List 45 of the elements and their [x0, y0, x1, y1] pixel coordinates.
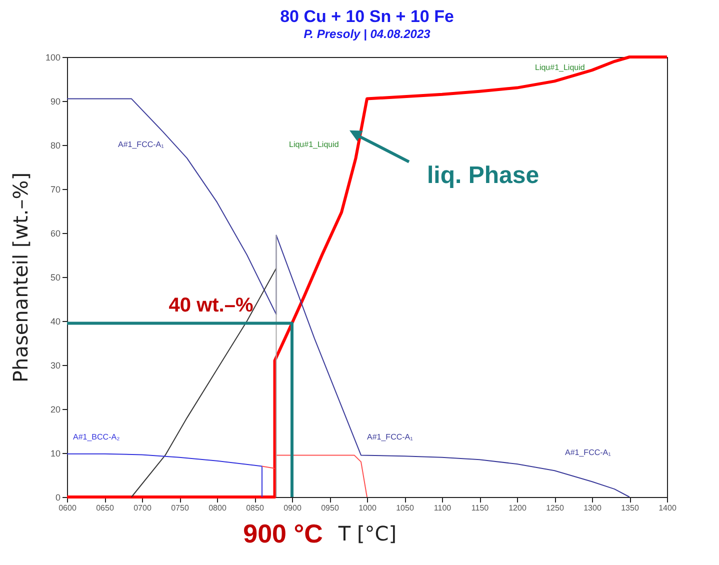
x-tick-label: 1000	[358, 504, 377, 512]
line-series	[131, 268, 277, 498]
x-tick-label: 0700	[134, 504, 152, 512]
x-tick-label: 1400	[658, 504, 677, 512]
y-tick-label: 30	[50, 360, 60, 370]
annotation: liq. Phase	[427, 162, 540, 189]
annotation: Liqu#1_Liquid	[289, 140, 339, 149]
chart-title: 80 Cu + 10 Sn + 10 Fe	[280, 7, 454, 26]
x-tick-label: 1300	[584, 504, 602, 512]
x-tick-label: 0900	[284, 504, 302, 512]
annotation: A#1_BCC-A₂	[73, 432, 120, 442]
y-tick-label: 70	[50, 184, 60, 194]
x-axis-title: T [°C]	[337, 522, 397, 546]
line-series	[66, 98, 630, 498]
x-tick-label: 1100	[434, 504, 452, 512]
x-tick-label: 0650	[96, 504, 114, 512]
y-tick-label: 10	[50, 448, 60, 458]
x-tick-label: 0850	[246, 504, 264, 512]
y-tick-label: 20	[50, 404, 60, 414]
annotation: A#1_FCC-A₁	[367, 432, 414, 442]
annotation: A#1_FCC-A₁	[118, 140, 164, 149]
y-tick-label: 60	[50, 228, 60, 238]
y-tick-label: 0	[55, 492, 60, 502]
line-series	[66, 453, 262, 498]
x-tick-label: 1150	[471, 504, 490, 512]
x-tick-label: 0800	[208, 504, 227, 512]
y-tick-label: 90	[50, 96, 60, 106]
y-axis-title: Phasenanteil [wt.–%]	[8, 172, 32, 383]
y-tick-label: 100	[45, 52, 60, 62]
x-tick-label: 0950	[321, 504, 340, 512]
x-tick-label: 1200	[508, 504, 527, 512]
x-tick-label: 1350	[621, 504, 640, 512]
y-tick-label: 50	[50, 272, 60, 282]
x-tick-label: 1050	[396, 504, 414, 512]
x-tick-label: 0600	[58, 504, 77, 512]
y-tick-label: 40	[50, 316, 60, 326]
x-tick-label: 0750	[171, 504, 190, 512]
x-tick-label: 1250	[546, 504, 564, 512]
text: 900 °C	[243, 518, 324, 548]
annotation: 40 wt.–%	[168, 294, 254, 317]
line-series	[66, 56, 668, 498]
annotation: Liqu#1_Liquid	[535, 63, 585, 72]
y-tick-label: 80	[50, 140, 60, 150]
annotation: A#1_FCC-A₁	[565, 448, 612, 457]
chart-subtitle: P. Presoly | 04.08.2023	[304, 27, 431, 41]
